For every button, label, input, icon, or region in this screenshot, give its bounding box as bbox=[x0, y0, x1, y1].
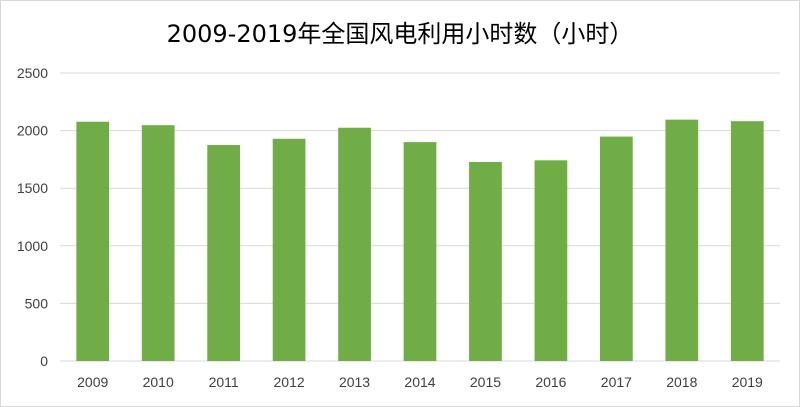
bar-2019 bbox=[730, 121, 764, 362]
bar-2017 bbox=[600, 136, 633, 361]
y-tick-label: 0 bbox=[40, 353, 48, 369]
x-tick-label: 2012 bbox=[274, 374, 305, 390]
bar-2016 bbox=[534, 160, 568, 361]
y-tick-label: 500 bbox=[25, 295, 49, 311]
x-tick-label: 2019 bbox=[732, 374, 763, 390]
bar-2013 bbox=[338, 127, 371, 361]
x-tick-label: 2013 bbox=[339, 374, 370, 390]
y-tick-label: 2500 bbox=[17, 65, 48, 81]
bar-2018 bbox=[665, 119, 699, 361]
bar-2010 bbox=[141, 125, 175, 361]
y-tick-label: 2000 bbox=[17, 123, 48, 139]
bar-2009 bbox=[76, 121, 110, 361]
y-tick-label: 1500 bbox=[17, 180, 48, 196]
y-tick-label: 1000 bbox=[17, 238, 48, 254]
bar-2012 bbox=[272, 138, 306, 361]
bar-2011 bbox=[207, 145, 240, 361]
x-tick-label: 2016 bbox=[535, 374, 566, 390]
x-tick-label: 2018 bbox=[666, 374, 697, 390]
x-axis-ticks: 2009 2010 2011 2012 2013 2014 2015 2016 2017 2018… bbox=[77, 374, 763, 390]
x-tick-label: 2017 bbox=[601, 374, 632, 390]
x-tick-label: 2015 bbox=[470, 374, 501, 390]
bar-2015 bbox=[469, 161, 502, 361]
bar-2014 bbox=[403, 142, 437, 361]
x-tick-label: 2011 bbox=[209, 374, 239, 390]
y-axis-ticks: 0 500 1000 1500 2000 2500 bbox=[17, 65, 48, 369]
x-tick-label: 2009 bbox=[77, 374, 108, 390]
chart-title: 2009-2019年全国风电利用小时数（小时） bbox=[166, 20, 634, 48]
x-tick-label: 2014 bbox=[404, 374, 435, 390]
x-tick-label: 2010 bbox=[143, 374, 174, 390]
bars bbox=[76, 119, 764, 362]
